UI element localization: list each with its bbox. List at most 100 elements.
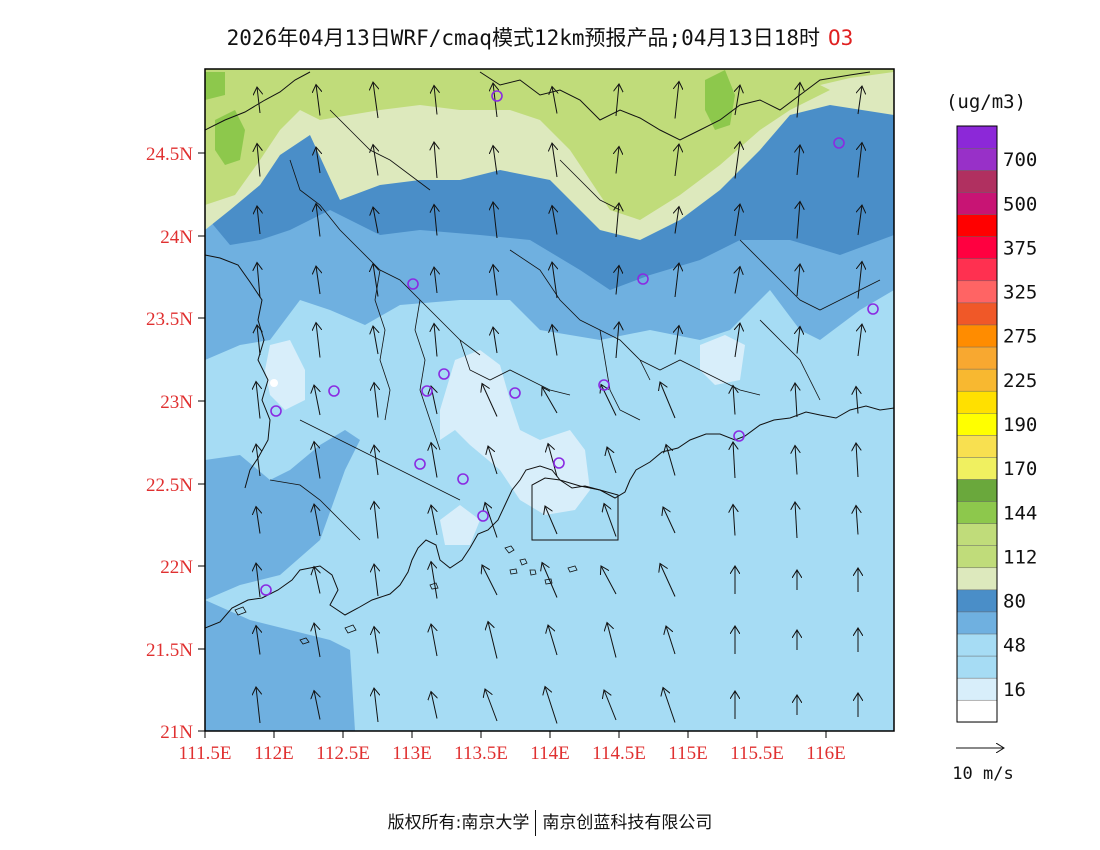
hong-kong-boundary — [531, 477, 619, 541]
legend-label: 325 — [1003, 282, 1037, 304]
wind-arrow — [257, 206, 260, 235]
field-band-128-144-corner — [205, 72, 225, 100]
station-marker — [421, 385, 433, 397]
station-marker — [414, 458, 426, 470]
station-marker — [407, 278, 419, 290]
wind-arrow — [374, 445, 378, 476]
wind-arrow — [431, 624, 438, 657]
wind-arrow — [616, 147, 619, 174]
wind-arrow — [675, 144, 679, 177]
legend-label: 225 — [1003, 370, 1037, 392]
station-marker — [438, 368, 450, 380]
legend-bin — [956, 523, 998, 546]
wind-arrow — [616, 322, 619, 359]
province-border-north — [205, 71, 871, 141]
lat-label: 24N — [160, 227, 193, 248]
wind-arrow — [607, 623, 617, 658]
field-band-16-32-delta — [440, 350, 590, 515]
wind-arrow — [374, 502, 378, 539]
wind-arrow — [434, 205, 437, 236]
map-title: 2026年04月13日WRF/cmaq模式12km预报产品;04月13日18时 O… — [0, 22, 1080, 52]
wind-reference: 10 m/s — [952, 748, 1014, 784]
legend-label: 80 — [1003, 591, 1026, 613]
wind-arrow — [542, 387, 558, 414]
wind-arrow — [795, 446, 797, 475]
wind-arrow — [545, 506, 558, 535]
wind-arrow — [797, 83, 800, 118]
legend-label: 500 — [1003, 193, 1037, 215]
wind-arrow — [795, 502, 797, 539]
legend-bin — [956, 501, 998, 524]
legend-bin — [956, 324, 998, 348]
wind-arrow — [675, 82, 679, 119]
wind-arrow — [374, 627, 378, 654]
wind-arrow — [257, 325, 260, 356]
wind-arrow — [735, 142, 740, 179]
wind-arrow — [856, 443, 858, 478]
county-borders — [269, 109, 881, 541]
wind-arrow — [545, 687, 558, 724]
wind-arrow — [797, 264, 800, 297]
lat-label: 23.5N — [146, 309, 193, 330]
coastline — [205, 405, 894, 629]
field-band-16-32-west — [265, 340, 305, 410]
wind-arrow — [552, 206, 557, 235]
wind-arrow — [856, 506, 858, 535]
wind-arrow — [482, 384, 498, 417]
wind-arrow — [373, 264, 378, 297]
field-band-48-64-southwest — [205, 430, 360, 731]
wind-arrow — [858, 324, 862, 357]
wind-arrow — [257, 263, 260, 298]
wind-arrow — [316, 147, 320, 174]
reference-label: 10 m/s — [952, 764, 1013, 784]
wind-arrow — [482, 565, 498, 596]
field-band-0-16 — [270, 379, 278, 387]
boundaries — [205, 71, 894, 629]
latitude-labels: 24.5N 24N 23.5N 23N 22.5N 22N 21.5N 21N — [146, 144, 193, 743]
field-band-16-32-east — [700, 335, 745, 385]
legend-bin — [956, 545, 998, 569]
wind-arrow — [374, 564, 378, 597]
wind-arrow — [493, 327, 497, 354]
legend-bin — [956, 699, 998, 723]
wind-arrow — [314, 385, 321, 416]
wind-arrow — [675, 326, 679, 355]
copyright-right: 南京创蓝科技有限公司 — [542, 813, 713, 833]
wind-arrow — [858, 86, 862, 115]
lon-label: 114E — [530, 743, 569, 764]
wind-arrow — [663, 507, 676, 534]
wind-arrow — [434, 324, 437, 357]
lat-label: 22.5N — [146, 475, 193, 496]
station-marker — [733, 430, 745, 442]
wind-arrow — [256, 626, 260, 655]
wind-arrow — [542, 563, 558, 598]
legend-colorbar — [956, 125, 998, 723]
pollutant-label: O3 — [828, 26, 854, 50]
legend-bin — [956, 677, 998, 701]
wind-arrow — [548, 444, 558, 477]
wind-arrow — [858, 205, 862, 236]
legend-label: 375 — [1003, 237, 1037, 259]
legend: (ug/m3) 16 48 80 112 144 170 190 225 275 325 375 50… — [946, 91, 1037, 723]
lon-label: 113E — [392, 743, 431, 764]
title-text: 2026年04月13日WRF/cmaq模式12km预报产品;04月13日18时 — [226, 26, 821, 50]
wind-arrow — [434, 267, 437, 294]
wind-arrow — [314, 567, 320, 594]
lat-label: 21.5N — [146, 640, 193, 661]
wind-arrow — [485, 689, 498, 722]
wind-arrow — [607, 447, 617, 474]
wind-arrow — [316, 85, 320, 116]
wind-arrow — [373, 326, 378, 355]
wind-arrow — [552, 143, 557, 178]
legend-labels: 16 48 80 112 144 170 190 225 275 325 375 500 700 — [1003, 149, 1037, 701]
wind-arrow — [735, 204, 740, 237]
wind-arrow — [314, 691, 320, 720]
legend-bin — [956, 169, 998, 193]
lon-label: 114.5E — [592, 743, 646, 764]
legend-bin — [956, 368, 998, 392]
legend-label: 112 — [1003, 546, 1037, 568]
wind-arrow — [373, 82, 378, 119]
legend-label: 700 — [1003, 149, 1037, 171]
legend-bin — [956, 611, 998, 635]
wind-arrow — [314, 442, 321, 479]
